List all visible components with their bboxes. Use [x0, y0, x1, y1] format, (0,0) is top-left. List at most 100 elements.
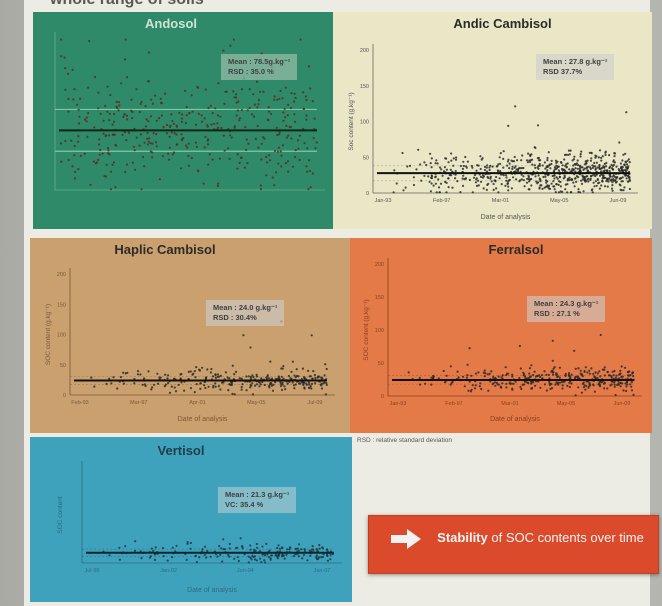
data-point — [488, 372, 491, 375]
data-point — [565, 166, 568, 169]
x-tick-label: May-05 — [550, 198, 568, 204]
data-point — [227, 389, 230, 392]
data-point — [206, 549, 209, 553]
x-tick-label: Jan-07 — [314, 568, 331, 574]
data-point — [577, 376, 580, 379]
data-point — [245, 375, 248, 378]
data-point — [554, 159, 557, 162]
data-point — [283, 557, 286, 560]
chart-title: Vertisol — [157, 443, 205, 458]
data-point — [479, 180, 483, 183]
data-point — [104, 175, 107, 178]
data-point — [543, 383, 546, 386]
data-point — [483, 165, 487, 168]
data-point — [604, 150, 607, 153]
data-point — [311, 548, 314, 551]
data-point — [144, 105, 147, 108]
data-point — [177, 383, 180, 386]
data-point — [581, 382, 584, 385]
data-point — [309, 375, 312, 378]
data-point — [490, 370, 493, 373]
data-point — [219, 115, 222, 118]
data-point — [293, 92, 296, 95]
data-point — [486, 164, 489, 167]
conclusion-callout: Stability of SOC contents over time — [368, 515, 659, 574]
data-point — [418, 383, 422, 386]
data-point — [252, 93, 255, 96]
data-point — [393, 169, 396, 172]
data-point — [255, 559, 259, 562]
data-point — [189, 370, 192, 373]
data-point — [164, 92, 167, 95]
data-point — [111, 123, 114, 126]
data-point — [510, 159, 513, 162]
data-point — [180, 139, 184, 142]
data-point — [117, 109, 120, 112]
data-point — [229, 44, 232, 47]
data-point — [279, 89, 282, 92]
data-point — [423, 174, 426, 177]
data-point — [214, 385, 217, 388]
data-point — [280, 154, 283, 157]
data-point — [253, 555, 256, 558]
data-point — [498, 156, 501, 159]
data-point — [147, 120, 150, 123]
data-point — [461, 184, 465, 187]
data-point — [482, 175, 485, 178]
data-point — [312, 137, 315, 140]
data-point — [94, 162, 97, 165]
data-point — [139, 133, 142, 136]
data-point — [623, 186, 626, 189]
data-point — [438, 191, 441, 194]
data-point — [475, 178, 478, 181]
data-point — [444, 180, 447, 183]
data-point — [156, 382, 160, 385]
data-point — [464, 155, 467, 159]
data-point — [513, 166, 516, 169]
data-point — [550, 159, 553, 162]
data-point — [249, 377, 252, 380]
data-point — [406, 165, 409, 168]
data-point — [546, 165, 549, 169]
data-point — [570, 382, 573, 385]
data-point — [515, 178, 518, 181]
data-point — [211, 375, 215, 378]
data-point — [186, 542, 189, 545]
data-point — [546, 169, 549, 172]
data-point — [619, 369, 622, 372]
data-point — [572, 158, 576, 161]
data-point — [605, 177, 608, 180]
data-point — [200, 114, 203, 117]
data-point — [230, 136, 233, 139]
data-point — [527, 152, 530, 155]
data-point — [67, 158, 70, 162]
data-point — [477, 371, 480, 374]
data-point — [263, 137, 266, 140]
data-point — [547, 151, 550, 154]
data-point — [187, 164, 190, 167]
data-point — [482, 187, 485, 190]
data-point — [538, 187, 541, 190]
data-point — [298, 158, 301, 162]
data-point — [299, 382, 302, 385]
data-point — [213, 122, 216, 125]
data-point — [577, 176, 580, 179]
x-tick-label: Mar-01 — [501, 401, 518, 407]
data-point — [440, 168, 443, 171]
data-point — [140, 100, 143, 103]
data-point — [581, 174, 584, 177]
data-point — [162, 555, 165, 558]
data-point — [449, 383, 452, 386]
data-point — [593, 173, 596, 176]
data-point — [459, 164, 462, 168]
data-point — [284, 116, 287, 119]
y-tick-label: 100 — [375, 328, 384, 334]
data-point — [508, 162, 511, 165]
y-tick-label: 200 — [360, 48, 369, 54]
data-point — [266, 375, 269, 378]
data-point — [624, 152, 627, 155]
data-point — [294, 376, 297, 379]
data-point — [325, 383, 328, 386]
data-point — [197, 86, 200, 89]
data-point — [531, 373, 535, 377]
